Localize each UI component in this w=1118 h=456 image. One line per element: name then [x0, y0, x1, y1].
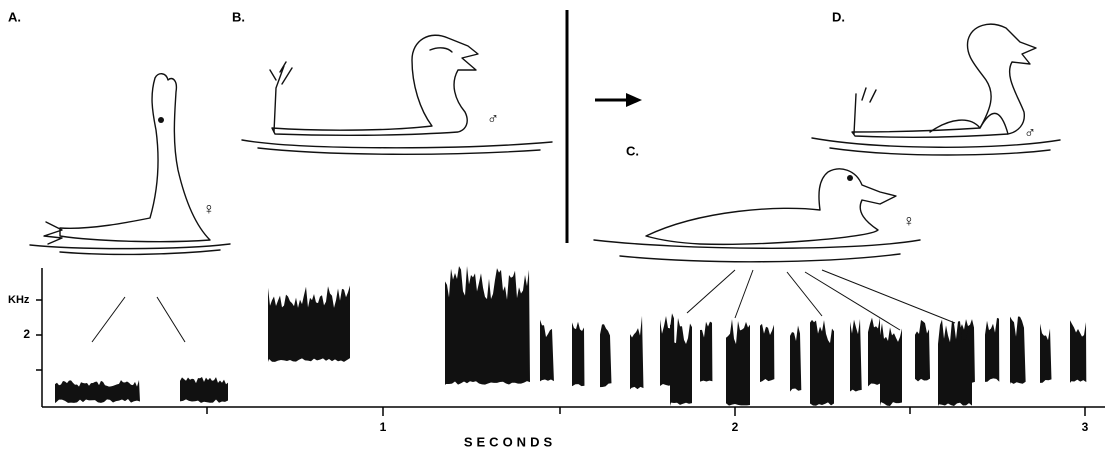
sound-burst: [180, 377, 228, 403]
sex-symbol: ♂: [1024, 125, 1036, 142]
sound-burst: [600, 324, 611, 387]
x-axis-label: SECONDS: [464, 434, 556, 449]
panel-label: D.: [832, 9, 845, 24]
panel-label: C.: [626, 143, 639, 158]
sound-burst: [810, 320, 834, 406]
sound-burst: [55, 380, 140, 403]
spectrogram: [55, 266, 1086, 406]
sound-burst: [790, 325, 801, 391]
sound-burst: [700, 322, 712, 382]
figure: A. B. C. D. ♀ ♂ ♀ ♂: [0, 0, 1118, 456]
sound-burst: [1070, 320, 1086, 383]
duck-c: [594, 169, 920, 262]
duck-d: [812, 24, 1060, 155]
panel-label: A.: [8, 9, 21, 24]
sound-burst: [630, 316, 643, 390]
duck-b: [242, 35, 552, 154]
panel-label: B.: [232, 9, 245, 24]
sex-symbol: ♂: [487, 111, 499, 128]
sound-burst: [1040, 324, 1051, 383]
sex-symbol: ♀: [903, 213, 915, 230]
sound-burst: [726, 319, 750, 406]
sound-burst: [445, 266, 530, 385]
sound-burst: [760, 324, 774, 382]
y-axis-label: KHz: [8, 294, 30, 306]
sound-burst: [915, 320, 930, 382]
sound-burst: [985, 318, 999, 382]
sound-burst: [268, 285, 350, 362]
sound-burst: [880, 323, 902, 406]
sound-burst: [850, 319, 862, 392]
x-tick-label: 1: [380, 420, 387, 434]
sex-symbol: ♀: [203, 201, 215, 218]
sound-burst: [540, 320, 554, 382]
sound-burst: [572, 322, 584, 386]
x-tick-label: 2: [732, 420, 739, 434]
x-tick-label: 3: [1082, 420, 1089, 434]
y-tick-label: 2: [23, 327, 30, 341]
duck-a: [30, 74, 230, 255]
sound-burst: [1010, 317, 1026, 385]
sound-burst: [868, 317, 880, 386]
arrow-head: [626, 93, 642, 107]
